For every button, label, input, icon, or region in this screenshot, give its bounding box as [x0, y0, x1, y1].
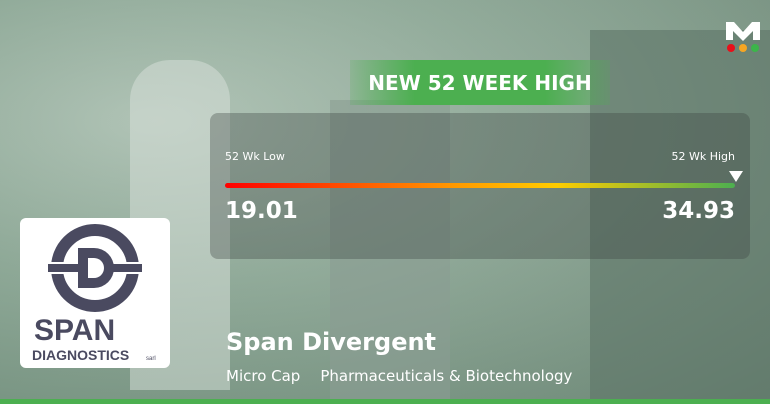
- range-bar: [225, 183, 735, 188]
- bottom-accent-bar: [0, 399, 770, 404]
- company-meta: Micro Cap Pharmaceuticals & Biotechnolog…: [226, 367, 572, 385]
- brand-logo: [726, 22, 760, 52]
- svg-text:SPAN: SPAN: [34, 314, 115, 347]
- market-cap-category: Micro Cap: [226, 367, 301, 385]
- low-value: 19.01: [225, 198, 298, 224]
- svg-text:sarl: sarl: [146, 356, 156, 362]
- new-52-week-high-banner: NEW 52 WEEK HIGH: [350, 60, 610, 105]
- company-name: Span Divergent: [226, 328, 437, 356]
- svg-text:DIAGNOSTICS: DIAGNOSTICS: [32, 347, 129, 363]
- high-label: 52 Wk High: [671, 150, 735, 163]
- sector: Pharmaceuticals & Biotechnology: [320, 367, 573, 385]
- low-label: 52 Wk Low: [225, 150, 285, 163]
- company-logo: SPAN DIAGNOSTICS sarl: [20, 218, 170, 368]
- high-value: 34.93: [662, 198, 735, 224]
- current-price-marker-icon: [729, 171, 743, 182]
